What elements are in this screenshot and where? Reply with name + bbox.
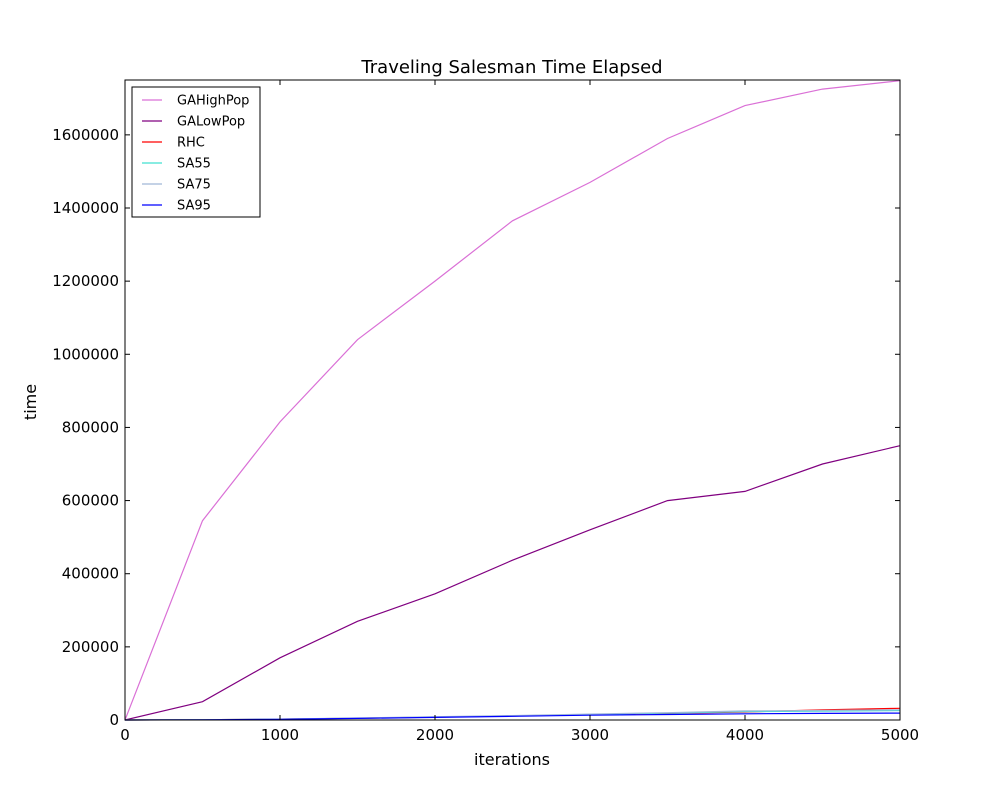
x-tick-label: 2000 [416,726,454,744]
legend-label-sa55: SA55 [177,157,211,172]
legend-label-gahighpop: GAHighPop [177,94,249,109]
y-tick-label: 0 [109,711,119,729]
legend-label-galowpop: GALowPop [177,115,245,130]
series-line-gahighpop [124,80,901,721]
legend-label-sa95: SA95 [177,199,211,214]
y-tick-label: 600000 [62,492,119,510]
y-tick-label: 400000 [62,565,119,583]
chart-title: Traveling Salesman Time Elapsed [360,57,662,78]
y-tick-label: 1200000 [52,272,119,290]
x-tick-label: 3000 [571,726,609,744]
y-tick-label: 200000 [62,638,119,656]
legend: GAHighPop GALowPop RHC SA55 SA75 SA95 [131,86,261,218]
x-axis-label: iterations [474,750,550,769]
y-axis-label: time [21,384,40,420]
legend-items: GAHighPop GALowPop RHC SA55 SA75 SA95 [142,94,249,214]
plot-area-frame [124,79,901,721]
plot-series-group [124,80,901,721]
x-tick-label: 4000 [726,726,764,744]
axis-ticks-group: 0 1000 2000 3000 4000 5000 0 200000 400000 600000… [52,80,919,744]
legend-box [131,86,261,218]
y-tick-label: 1600000 [52,126,119,144]
legend-label-rhc: RHC [177,136,205,151]
y-tick-label: 1000000 [52,345,119,363]
y-tick-label: 800000 [62,418,119,436]
series-line-sa95 [124,712,901,721]
series-line-galowpop [124,445,901,721]
legend-label-sa75: SA75 [177,178,211,193]
y-tick-label: 1400000 [52,199,119,217]
x-tick-label: 0 [120,726,130,744]
x-tick-label: 5000 [881,726,919,744]
x-tick-label: 1000 [261,726,299,744]
